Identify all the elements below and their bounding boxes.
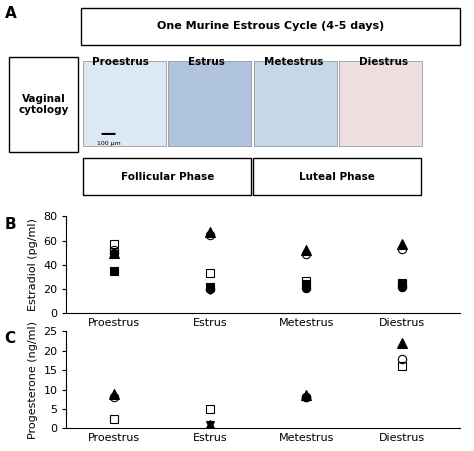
FancyBboxPatch shape [254, 61, 337, 146]
FancyBboxPatch shape [253, 158, 421, 195]
Text: Vaginal
cytology: Vaginal cytology [18, 94, 69, 115]
Text: B: B [5, 217, 17, 232]
FancyBboxPatch shape [339, 61, 422, 146]
Text: Metestrus: Metestrus [264, 57, 324, 67]
Text: Estrus: Estrus [188, 57, 225, 67]
Y-axis label: Progesterone (ng/ml): Progesterone (ng/ml) [27, 321, 37, 439]
Text: Luteal Phase: Luteal Phase [299, 171, 374, 182]
FancyBboxPatch shape [168, 61, 251, 146]
FancyBboxPatch shape [9, 57, 78, 152]
FancyBboxPatch shape [81, 8, 460, 45]
Text: 100 μm: 100 μm [97, 141, 120, 146]
Y-axis label: Estradiol (pg/ml): Estradiol (pg/ml) [27, 219, 37, 311]
Text: Diestrus: Diestrus [359, 57, 409, 67]
Text: C: C [5, 331, 16, 346]
Text: A: A [5, 6, 17, 21]
Text: Follicular Phase: Follicular Phase [121, 171, 214, 182]
FancyBboxPatch shape [83, 61, 166, 146]
Text: One Murine Estrous Cycle (4-5 days): One Murine Estrous Cycle (4-5 days) [156, 21, 384, 32]
FancyBboxPatch shape [83, 158, 251, 195]
Text: Proestrus: Proestrus [92, 57, 149, 67]
